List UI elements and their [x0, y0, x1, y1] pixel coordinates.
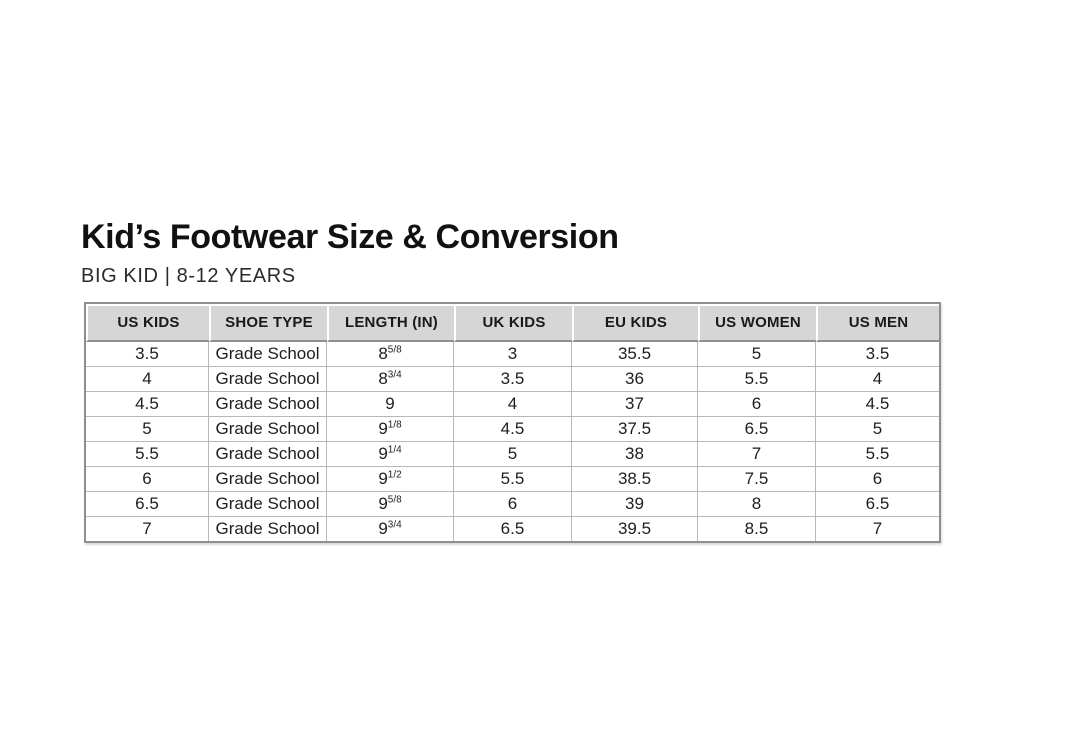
cell-us-men: 4 — [816, 367, 939, 392]
column-header-us-kids: US KIDS — [86, 304, 209, 342]
cell-uk-kids: 3.5 — [454, 367, 572, 392]
cell-uk-kids: 5.5 — [454, 467, 572, 492]
cell-uk-kids: 6 — [454, 492, 572, 517]
cell-us-women: 5 — [698, 342, 816, 367]
length-whole: 9 — [378, 519, 388, 538]
cell-shoe-type: Grade School — [209, 392, 327, 417]
column-header-eu-kids: EU KIDS — [572, 304, 698, 342]
cell-eu-kids: 36 — [572, 367, 698, 392]
table-header: US KIDS SHOE TYPE LENGTH (IN) UK KIDS EU… — [86, 304, 939, 342]
column-header-us-women: US WOMEN — [698, 304, 816, 342]
column-header-uk-kids: UK KIDS — [454, 304, 572, 342]
cell-eu-kids: 37 — [572, 392, 698, 417]
cell-us-men: 4.5 — [816, 392, 939, 417]
cell-shoe-type: Grade School — [209, 517, 327, 541]
length-fraction: 1/2 — [387, 469, 402, 481]
cell-shoe-type: Grade School — [209, 442, 327, 467]
cell-us-men: 5.5 — [816, 442, 939, 467]
cell-us-women: 8 — [698, 492, 816, 517]
cell-length-in: 91/4 — [327, 442, 454, 467]
cell-us-kids: 6 — [86, 467, 209, 492]
cell-us-women: 6.5 — [698, 417, 816, 442]
length-fraction: 1/4 — [387, 444, 402, 456]
cell-length-in: 91/2 — [327, 467, 454, 492]
page-subtitle: BIG KID | 8-12 YEARS — [81, 265, 296, 287]
table-row: 7 Grade School 93/4 6.5 39.5 8.5 7 — [86, 517, 939, 541]
cell-us-women: 7 — [698, 442, 816, 467]
cell-uk-kids: 5 — [454, 442, 572, 467]
table-row: 3.5 Grade School 85/8 3 35.5 5 3.5 — [86, 342, 939, 367]
length-whole: 9 — [378, 444, 388, 463]
cell-length-in: 85/8 — [327, 342, 454, 367]
table-row: 4.5 Grade School 9 4 37 6 4.5 — [86, 392, 939, 417]
cell-us-women: 7.5 — [698, 467, 816, 492]
column-header-length-in: LENGTH (IN) — [327, 304, 454, 342]
cell-length-in: 9 — [327, 392, 454, 417]
size-conversion-table: US KIDS SHOE TYPE LENGTH (IN) UK KIDS EU… — [84, 302, 941, 543]
cell-us-kids: 4 — [86, 367, 209, 392]
cell-us-women: 8.5 — [698, 517, 816, 541]
table-body: 3.5 Grade School 85/8 3 35.5 5 3.5 4 Gra… — [86, 342, 939, 541]
length-fraction: 1/8 — [387, 419, 402, 431]
cell-shoe-type: Grade School — [209, 492, 327, 517]
length-fraction: 5/8 — [387, 494, 402, 506]
cell-us-men: 7 — [872, 519, 883, 538]
length-whole: 8 — [378, 344, 388, 363]
length-fraction: 5/8 — [387, 344, 402, 356]
cell-eu-kids: 38 — [572, 442, 698, 467]
cell-uk-kids: 3 — [454, 342, 572, 367]
table-row: 5 Grade School 91/8 4.5 37.5 6.5 5 — [86, 417, 939, 442]
cell-uk-kids: 4 — [454, 392, 572, 417]
cell-eu-kids: 39 — [572, 492, 698, 517]
cell-length-in: 93/4 — [327, 517, 454, 541]
length-whole: 9 — [385, 394, 395, 413]
cell-us-kids: 5.5 — [86, 442, 209, 467]
cell-uk-kids: 6.5 — [454, 517, 572, 541]
cell-us-kids: 5 — [86, 417, 209, 442]
cell-us-kids: 7 — [86, 517, 209, 541]
length-whole: 9 — [378, 494, 388, 513]
header-row: US KIDS SHOE TYPE LENGTH (IN) UK KIDS EU… — [86, 304, 939, 342]
cell-shoe-type: Grade School — [209, 417, 327, 442]
table-row: 6 Grade School 91/2 5.5 38.5 7.5 6 — [86, 467, 939, 492]
cell-uk-kids: 4.5 — [454, 417, 572, 442]
cell-length-in: 91/8 — [327, 417, 454, 442]
cell-shoe-type: Grade School — [209, 467, 327, 492]
length-fraction: 3/4 — [387, 369, 402, 381]
length-whole: 9 — [378, 419, 388, 438]
cell-us-kids: 4.5 — [86, 392, 209, 417]
cell-us-men: 6.5 — [816, 492, 939, 517]
cell-eu-kids: 37.5 — [572, 417, 698, 442]
cell-us-men: 6 — [816, 467, 939, 492]
table-row: 6.5 Grade School 95/8 6 39 8 6.5 — [86, 492, 939, 517]
cell-length-in: 83/4 — [327, 367, 454, 392]
column-header-shoe-type: SHOE TYPE — [209, 304, 327, 342]
page-title: Kid’s Footwear Size & Conversion — [81, 218, 619, 256]
length-fraction: 3/4 — [387, 519, 402, 531]
cell-eu-kids: 39.5 — [572, 517, 698, 541]
cell-shoe-type: Grade School — [209, 367, 327, 392]
length-whole: 8 — [378, 369, 388, 388]
cell-shoe-type: Grade School — [209, 342, 327, 367]
cell-us-kids: 3.5 — [86, 342, 209, 367]
table-row: 5.5 Grade School 91/4 5 38 7 5.5 — [86, 442, 939, 467]
length-whole: 9 — [378, 469, 388, 488]
cell-us-kids: 6.5 — [86, 492, 209, 517]
cell-eu-kids: 38.5 — [572, 467, 698, 492]
cell-length-in: 95/8 — [327, 492, 454, 517]
cell-us-men: 3.5 — [816, 342, 939, 367]
table-row: 4 Grade School 83/4 3.5 36 5.5 4 — [86, 367, 939, 392]
cell-us-women: 5.5 — [698, 367, 816, 392]
cell-eu-kids: 35.5 — [572, 342, 698, 367]
column-header-us-men: US MEN — [816, 304, 939, 342]
size-chart-section: Kid’s Footwear Size & Conversion BIG KID… — [81, 220, 941, 543]
cell-us-women: 6 — [698, 392, 816, 417]
cell-us-men: 5 — [816, 417, 939, 442]
